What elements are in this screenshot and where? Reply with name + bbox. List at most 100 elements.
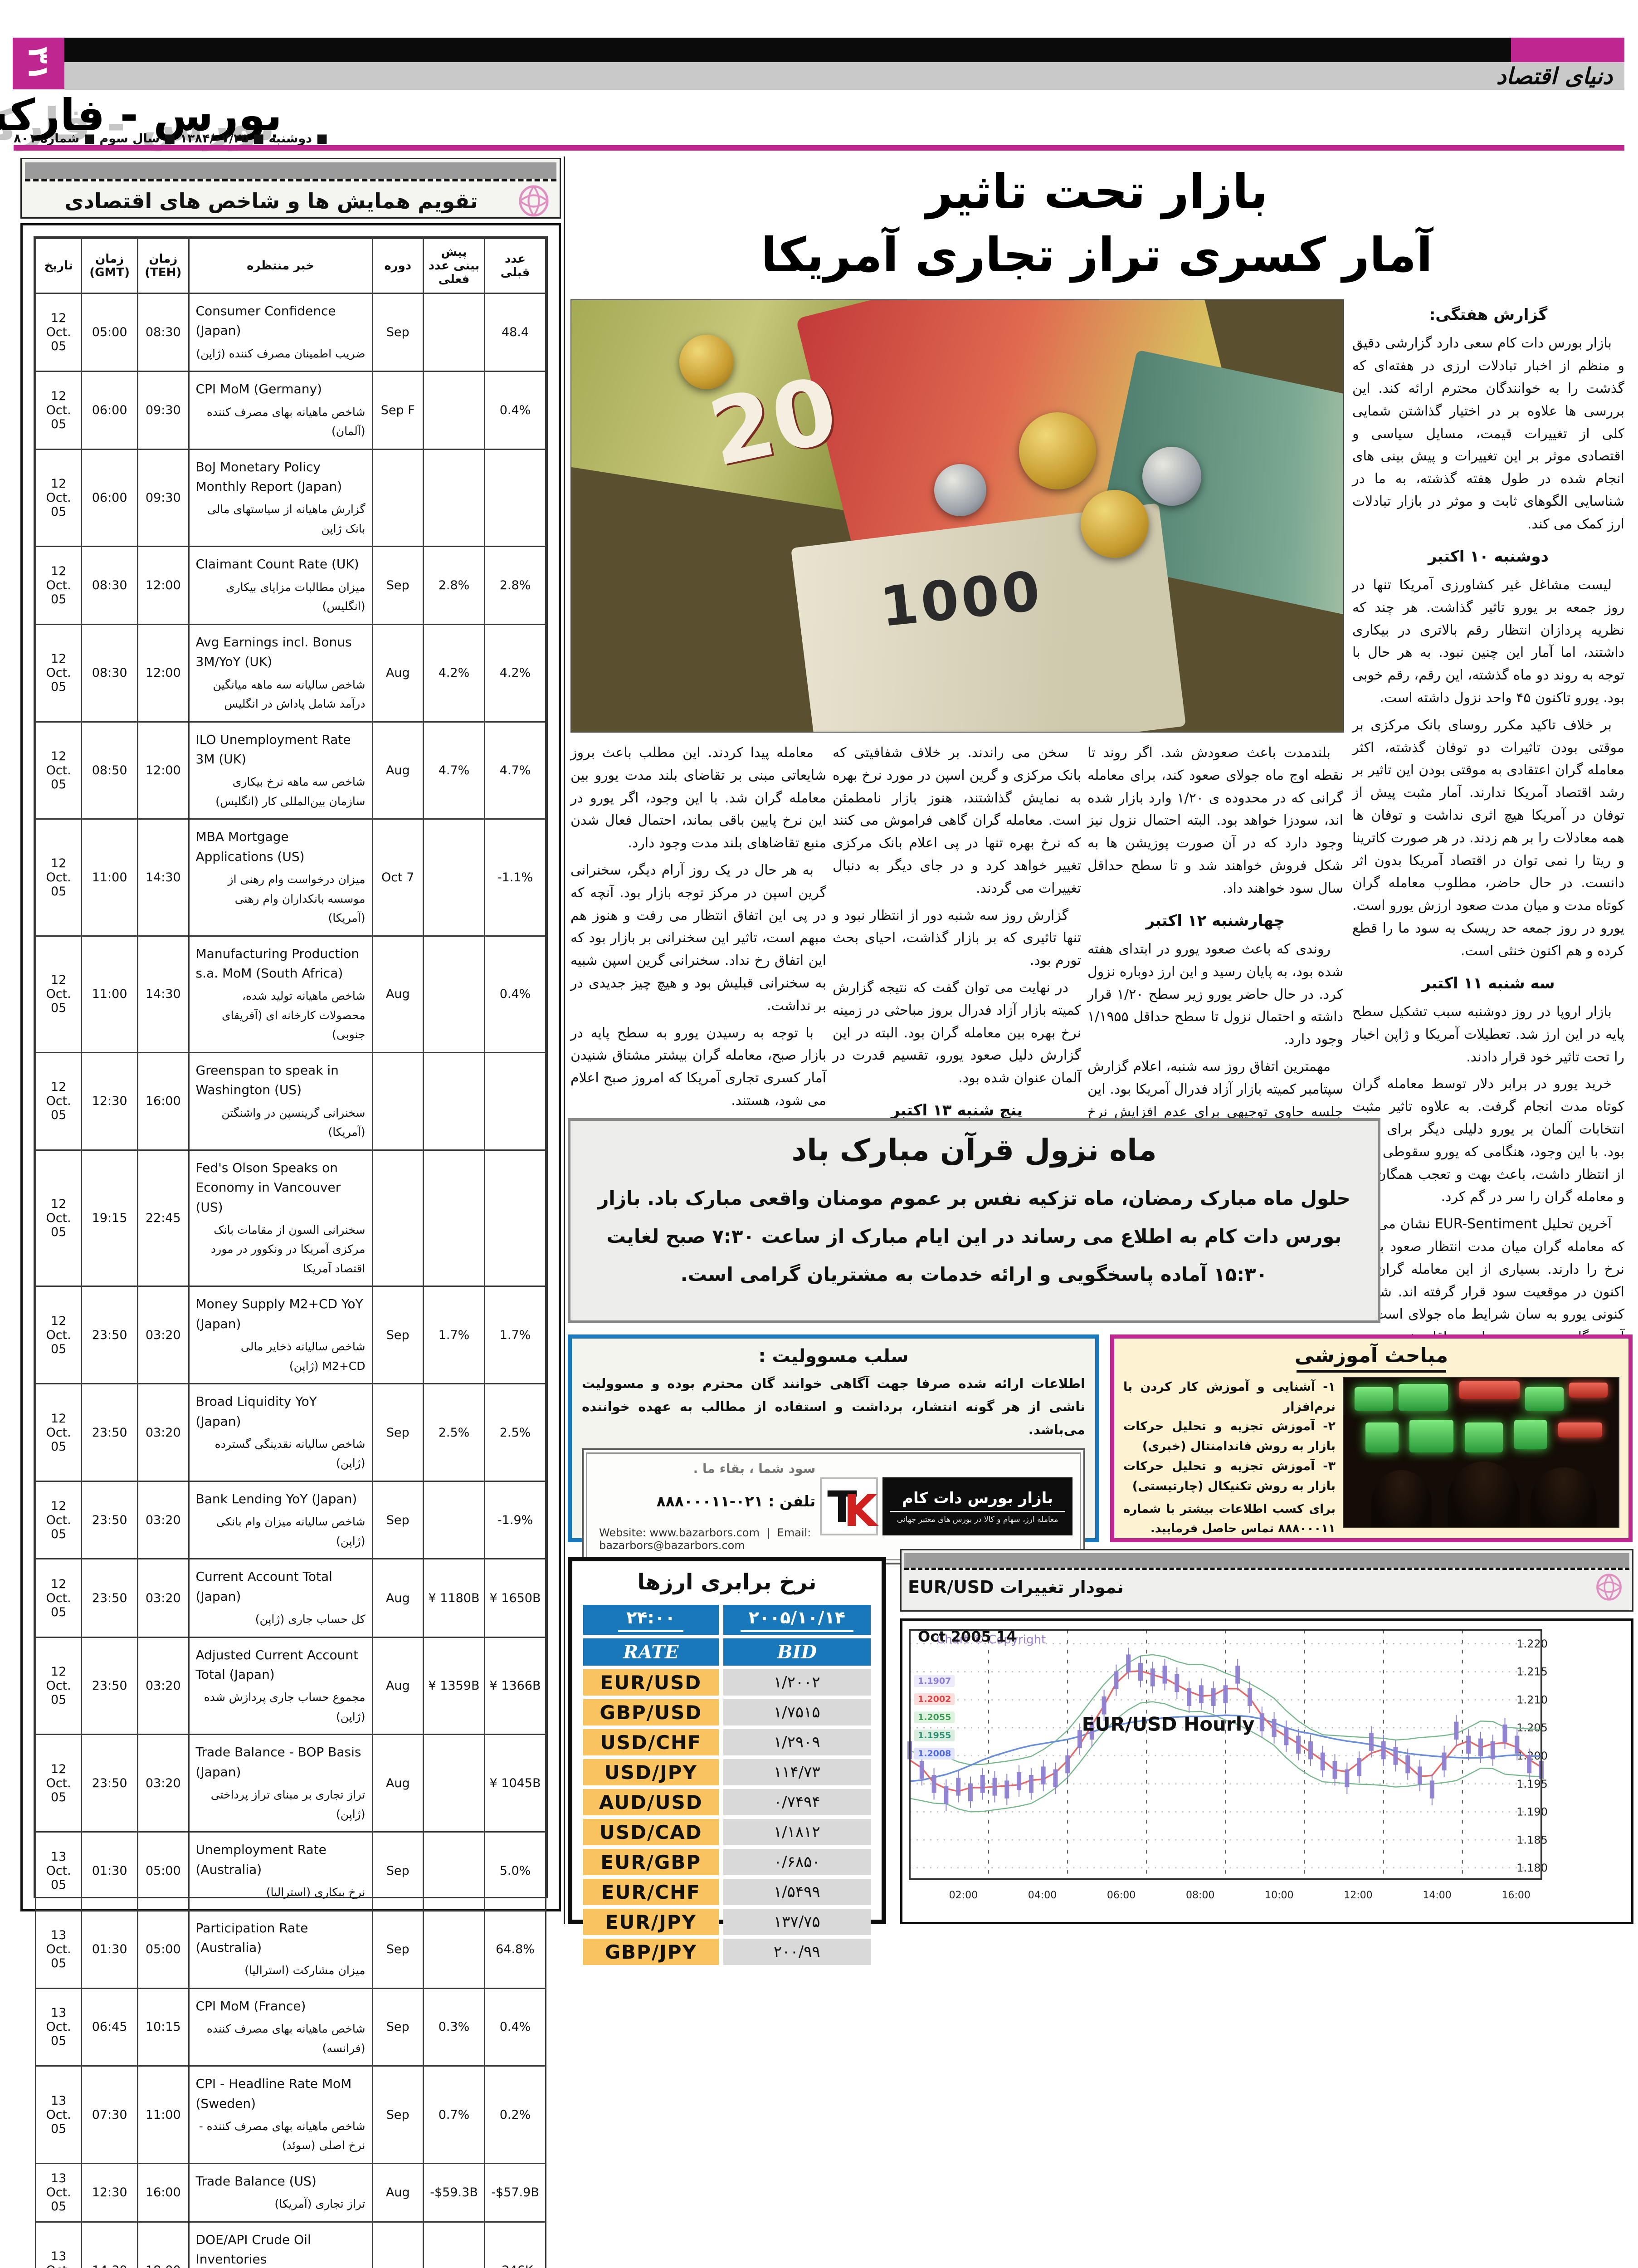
calendar-cell xyxy=(423,2221,485,2268)
svg-text:06:00: 06:00 xyxy=(1107,1890,1136,1901)
coin-shape xyxy=(934,464,986,517)
news-english: Greenspan to speak in Washington (US) xyxy=(195,1062,339,1098)
calendar-row: 12 Oct. 05 06:00 09:30 CPI MoM (Germany) شاخ… xyxy=(34,371,546,450)
calendar-cell: 12 Oct. 05 xyxy=(34,935,83,1053)
rate-row: USD/CAD ۱/۱۸۱۲ xyxy=(583,1819,871,1845)
svg-text:12:00: 12:00 xyxy=(1344,1890,1372,1901)
calendar-cell: 13 Oct. 05 xyxy=(34,1987,83,2067)
disclaimer-box: سلب مسوولیت : اطلاعات ارائه شده صرفا جهت… xyxy=(568,1334,1099,1565)
ad-email: Email: bazarbors@bazarbors.com xyxy=(599,1526,811,1552)
calendar-news-cell: Consumer Confidence (Japan) ضریب اطمینان … xyxy=(188,292,373,372)
calendar-cell: 2.8% xyxy=(423,546,485,625)
calendar-cell xyxy=(423,1831,485,1911)
calendar-cell: 23:50 xyxy=(81,1480,138,1560)
calendar-cell: 1.7% xyxy=(423,1286,485,1385)
news-persian: کل حساب جاری (ژاپن) xyxy=(255,1613,366,1626)
calendar-cell: Sep xyxy=(371,1831,424,1911)
calendar-header-box: تقویم همایش ها و شاخص های اقتصادی xyxy=(20,158,561,219)
article-paragraph: خرید یورو در برابر دلار توسط معامله گران… xyxy=(1352,1076,1624,1205)
rate-row: GBP/JPY ۲۰۰/۹۹ xyxy=(583,1939,871,1965)
calendar-row: 12 Oct. 05 23:50 03:20 Adjusted Current Acc… xyxy=(34,1636,546,1735)
calendar-row: 12 Oct. 05 23:50 03:20 Trade Balance - BOP … xyxy=(34,1734,546,1833)
bid-value: ۱۳۷/۷۵ xyxy=(723,1909,871,1935)
ad-banner: بازار بورس دات کام معامله ارز، سهام و کا… xyxy=(882,1477,1072,1536)
header-rule xyxy=(14,145,1624,151)
news-persian: مجموع حساب جاری پردازش شده (ژاپن) xyxy=(204,1691,366,1723)
newspaper-logo: دنیای اقتصاد xyxy=(1496,63,1613,89)
news-persian: میزان درخواست وام رهنی از موسسه بانکدارا… xyxy=(228,873,366,925)
news-persian: شاخص سالیانه میزان وام بانکی (ژاپن) xyxy=(216,1515,366,1548)
calendar-cell: 2.8% xyxy=(484,546,546,625)
calendar-cell: 13 Oct. 05 xyxy=(34,2065,83,2164)
calendar-cell: 12:30 xyxy=(81,2162,138,2223)
calendar-cell xyxy=(371,448,424,547)
page-number: ۳۱ xyxy=(22,46,55,81)
calendar-cell: 4.7% xyxy=(423,721,485,820)
calendar-cell: 12 Oct. 05 xyxy=(34,1558,83,1638)
calendar-cell: 08:30 xyxy=(137,292,190,372)
calendar-cell: 12 Oct. 05 xyxy=(34,1734,83,1833)
calendar-cell: 08:30 xyxy=(81,623,138,723)
calendar-cell: 07:30 xyxy=(81,2065,138,2164)
article-paragraph: بازار اروپا در روز دوشنبه سبب تشکیل سطح … xyxy=(1352,1004,1624,1065)
news-persian: شاخص ماهیانه بهای مصرف کننده (فرانسه) xyxy=(206,2022,366,2055)
bid-value: ۱/۲۹۰۹ xyxy=(723,1729,871,1755)
calendar-cell: 09:30 xyxy=(137,371,190,450)
calendar-gray-strip xyxy=(25,162,556,179)
news-persian: تراز تجاری (آمریکا) xyxy=(274,2197,366,2211)
news-persian: میزان مشارکت (استرالیا) xyxy=(244,1964,366,1977)
calendar-news-cell: Avg Earnings incl. Bonus 3M/YoY (UK) شاخص… xyxy=(188,623,373,723)
news-english: Trade Balance (US) xyxy=(195,2173,317,2189)
calendar-news-cell: MBA Mortgage Applications (US) میزان درخو… xyxy=(188,818,373,937)
news-persian: گزارش ماهیانه از سیاستهای مالی بانک ژاپن xyxy=(207,503,366,535)
rate-row: EUR/CHF ۱/۵۴۹۹ xyxy=(583,1879,871,1905)
rate-row: AUD/USD ۰/۷۴۹۴ xyxy=(583,1789,871,1815)
article-subheading: سه شنبه ۱۱ اکتبر xyxy=(1422,974,1555,992)
calendar-cell: 08:50 xyxy=(81,721,138,820)
chart-legend-item: 1.1955 xyxy=(914,1730,955,1741)
education-title: مباحث آموزشی xyxy=(1294,1344,1448,1367)
coin-shape xyxy=(1142,447,1202,506)
calendar-cell: ¥ 1045B xyxy=(484,1734,546,1833)
calendar-row: 12 Oct. 05 08:50 12:00 ILO Unemployment Rat… xyxy=(34,721,546,820)
chart-date-label: 14 Oct 2005 xyxy=(918,1628,1017,1645)
article-subheading: چهارشنبه ۱۲ اکتبر xyxy=(1146,911,1285,930)
calendar-cell xyxy=(423,1149,485,1287)
calendar-column-header: دوره xyxy=(371,238,424,294)
calendar-cell: 48.4 xyxy=(484,292,546,372)
calendar-cell: 23:50 xyxy=(81,1636,138,1735)
eurusd-chart: 14 Oct 2005 1.1907 1.2002 1.2055 1.1955 1.20… xyxy=(900,1618,1633,1924)
chart-legend: 1.1907 1.2002 1.2055 1.1955 1.2008 xyxy=(914,1675,955,1760)
calendar-cell: Sep xyxy=(371,1480,424,1560)
bid-value: ۰/۶۸۵۰ xyxy=(723,1849,871,1875)
calendar-cell: 03:20 xyxy=(137,1383,190,1482)
rate-row: USD/JPY ۱۱۴/۷۳ xyxy=(583,1759,871,1785)
svg-text:EUR/USD Hourly: EUR/USD Hourly xyxy=(1082,1713,1255,1735)
news-english: Trade Balance - BOP Basis (Japan) xyxy=(195,1745,361,1779)
calendar-cell: Sep xyxy=(371,1987,424,2067)
calendar-cell: 03:20 xyxy=(137,1286,190,1385)
calendar-cell xyxy=(484,1051,546,1151)
calendar-cell: 0.4% xyxy=(484,1987,546,2067)
calendar-cell: 14:30 xyxy=(137,818,190,937)
calendar-cell: ¥ 1359B xyxy=(423,1636,485,1735)
chart-legend-item: 1.1907 xyxy=(914,1675,955,1687)
calendar-cell: 13 Oct. 05 xyxy=(34,1909,83,1989)
calendar-cell: 14:30 xyxy=(81,2221,138,2268)
calendar-cell: Aug xyxy=(371,623,424,723)
bid-value: ۱/۲۰۰۲ xyxy=(723,1669,871,1696)
news-persian: شاخص ماهیانه بهای مصرف کننده - نرخ اصلی … xyxy=(199,2119,366,2152)
calendar-cell: 13 Oct. 05 xyxy=(34,1831,83,1911)
bazarbors-ad: سود شما ، بقاء ما . تلفن : ۰۲۱-۸۸۸۰۰۰۱۱ … xyxy=(582,1448,1085,1565)
calendar-news-cell: ILO Unemployment Rate 3M (UK) شاخص سه ماه… xyxy=(188,721,373,820)
rate-row: GBP/USD ۱/۷۵۱۵ xyxy=(583,1699,871,1725)
article-subheading: گزارش هفتگی: xyxy=(1429,306,1548,324)
article-paragraph: روندی که باعث صعود یورو در ابتدای هفته ش… xyxy=(1087,941,1343,1048)
calendar-news-cell: Adjusted Current Account Total (Japan) مج… xyxy=(188,1636,373,1735)
bid-value: ۰/۷۴۹۴ xyxy=(723,1789,871,1815)
news-persian: شاخص سالیانه سه ماهه میانگین درآمد شامل … xyxy=(213,678,366,711)
news-english: Claimant Count Rate (UK) xyxy=(195,557,359,572)
calendar-cell: Sep F xyxy=(371,371,424,450)
news-persian: شاخص سه ماهه نرخ بیکاری سازمان بین‌الملل… xyxy=(215,775,366,808)
calendar-cell: 23:50 xyxy=(81,1734,138,1833)
